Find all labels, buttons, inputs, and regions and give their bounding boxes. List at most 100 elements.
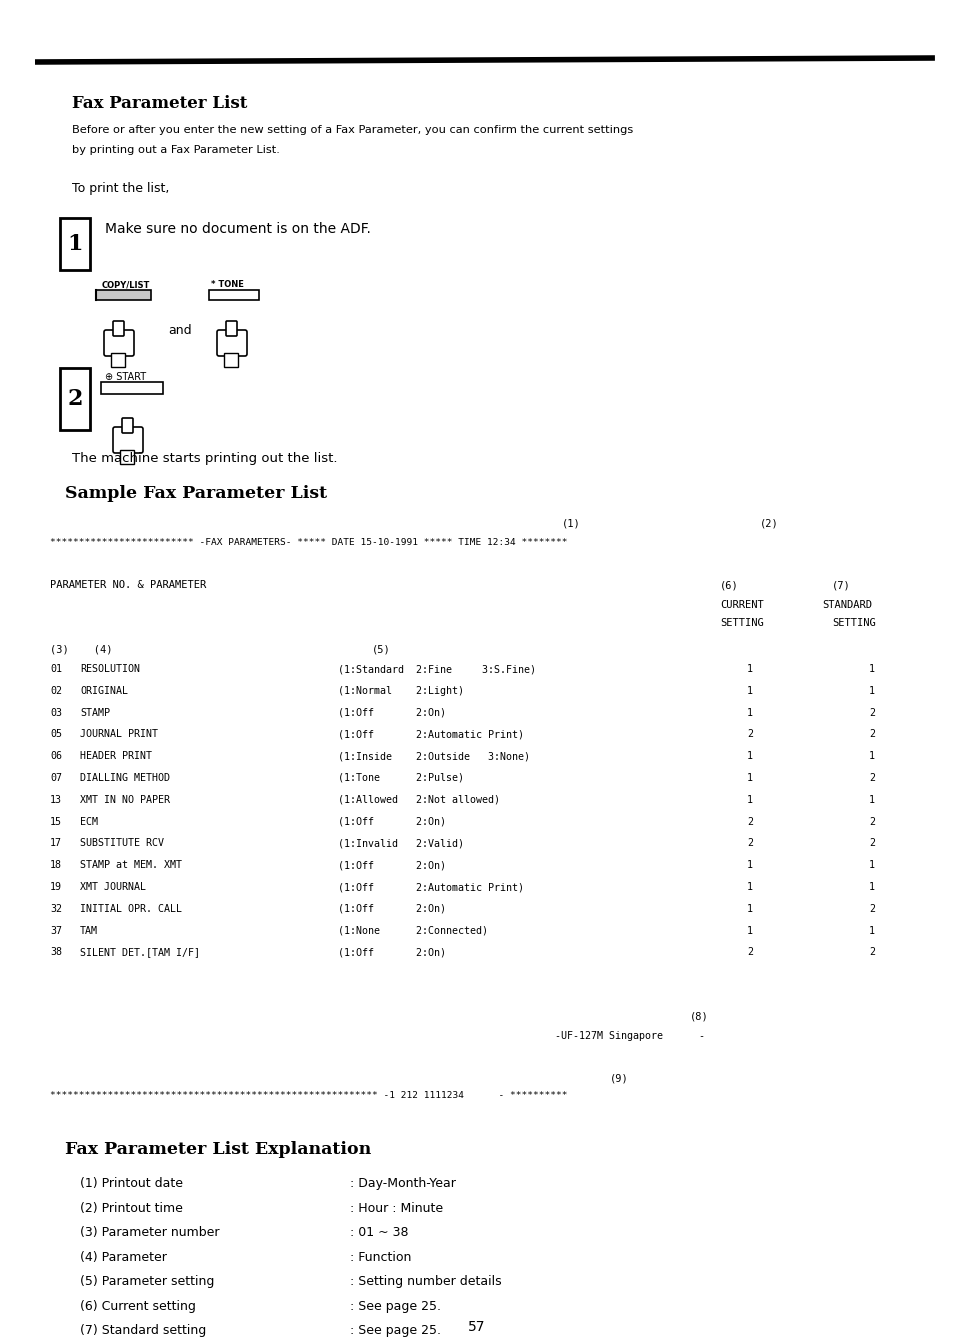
Text: 32: 32 xyxy=(50,903,62,914)
Text: (1:None      2:Connected): (1:None 2:Connected) xyxy=(337,926,488,935)
Bar xyxy=(224,353,237,366)
Text: 1: 1 xyxy=(746,773,752,782)
Text: 1: 1 xyxy=(746,860,752,870)
FancyBboxPatch shape xyxy=(122,417,132,433)
Text: : See page 25.: : See page 25. xyxy=(350,1299,440,1312)
Text: (2): (2) xyxy=(760,518,778,527)
Text: (1:Tone      2:Pulse): (1:Tone 2:Pulse) xyxy=(337,773,463,782)
Text: 03: 03 xyxy=(50,707,62,718)
Text: INITIAL OPR. CALL: INITIAL OPR. CALL xyxy=(80,903,182,914)
Text: (7): (7) xyxy=(831,580,850,590)
Text: 37: 37 xyxy=(50,926,62,935)
Text: 07: 07 xyxy=(50,773,62,782)
Text: (1:Standard  2:Fine     3:S.Fine): (1:Standard 2:Fine 3:S.Fine) xyxy=(337,664,536,674)
Text: Before or after you enter the new setting of a Fax Parameter, you can confirm th: Before or after you enter the new settin… xyxy=(71,125,633,136)
Text: 2: 2 xyxy=(868,947,874,957)
Text: 1: 1 xyxy=(67,234,83,255)
Text: ********************************************************* -1 212 1111234      - : ****************************************… xyxy=(50,1091,567,1100)
Text: * TONE: * TONE xyxy=(211,280,244,289)
Text: JOURNAL PRINT: JOURNAL PRINT xyxy=(80,730,158,739)
Text: ************************* -FAX PARAMETERS- ***** DATE 15-10-1991 ***** TIME 12:3: ************************* -FAX PARAMETER… xyxy=(50,538,567,548)
Text: The machine starts printing out the list.: The machine starts printing out the list… xyxy=(71,452,337,464)
Text: 1: 1 xyxy=(868,860,874,870)
Text: SUBSTITUTE RCV: SUBSTITUTE RCV xyxy=(80,839,164,848)
Text: To print the list,: To print the list, xyxy=(71,183,170,195)
Text: 19: 19 xyxy=(50,882,62,892)
Text: and: and xyxy=(168,323,192,337)
Text: 15: 15 xyxy=(50,816,62,827)
Text: : Function: : Function xyxy=(350,1251,411,1264)
Bar xyxy=(96,290,151,301)
Text: -UF-127M Singapore      -: -UF-127M Singapore - xyxy=(555,1031,704,1041)
Text: 1: 1 xyxy=(868,752,874,761)
Text: (1:Off       2:On): (1:Off 2:On) xyxy=(337,860,446,870)
Text: 05: 05 xyxy=(50,730,62,739)
Text: 17: 17 xyxy=(50,839,62,848)
Text: 06: 06 xyxy=(50,752,62,761)
Text: (1:Allowed   2:Not allowed): (1:Allowed 2:Not allowed) xyxy=(337,794,499,805)
Text: 2: 2 xyxy=(67,388,83,411)
Text: : Day-Month-Year: : Day-Month-Year xyxy=(350,1177,456,1190)
Text: 18: 18 xyxy=(50,860,62,870)
Text: 2: 2 xyxy=(868,707,874,718)
Text: SETTING: SETTING xyxy=(831,619,875,628)
Text: ECM: ECM xyxy=(80,816,98,827)
Text: : Setting number details: : Setting number details xyxy=(350,1275,501,1288)
Text: 1: 1 xyxy=(746,903,752,914)
FancyBboxPatch shape xyxy=(112,427,143,454)
Text: 2: 2 xyxy=(868,816,874,827)
Text: TAM: TAM xyxy=(80,926,98,935)
Text: STAMP at MEM. XMT: STAMP at MEM. XMT xyxy=(80,860,182,870)
Text: 1: 1 xyxy=(868,794,874,805)
Text: (3)    (4): (3) (4) xyxy=(50,644,112,654)
Text: (1): (1) xyxy=(561,518,580,527)
Text: (6) Current setting: (6) Current setting xyxy=(80,1299,195,1312)
Text: (1:Off       2:On): (1:Off 2:On) xyxy=(337,707,446,718)
Text: RESOLUTION: RESOLUTION xyxy=(80,664,140,674)
Text: (4) Parameter: (4) Parameter xyxy=(80,1251,167,1264)
Text: 2: 2 xyxy=(746,839,752,848)
Text: (9): (9) xyxy=(609,1074,628,1083)
Bar xyxy=(60,368,90,429)
Text: 02: 02 xyxy=(50,686,62,695)
Text: 57: 57 xyxy=(468,1321,485,1334)
Text: (1:Off       2:Automatic Print): (1:Off 2:Automatic Print) xyxy=(337,882,523,892)
Text: (5) Parameter setting: (5) Parameter setting xyxy=(80,1275,214,1288)
Text: 2: 2 xyxy=(868,773,874,782)
Text: (1:Inside    2:Outside   3:None): (1:Inside 2:Outside 3:None) xyxy=(337,752,530,761)
Text: (1:Invalid   2:Valid): (1:Invalid 2:Valid) xyxy=(337,839,463,848)
Text: : 01 ~ 38: : 01 ~ 38 xyxy=(350,1227,408,1239)
Text: 1: 1 xyxy=(868,882,874,892)
Text: 2: 2 xyxy=(746,730,752,739)
Text: 2: 2 xyxy=(868,730,874,739)
Text: 1: 1 xyxy=(746,752,752,761)
Text: 1: 1 xyxy=(746,926,752,935)
Text: (7) Standard setting: (7) Standard setting xyxy=(80,1325,206,1337)
Text: (6): (6) xyxy=(720,580,738,590)
Text: 1: 1 xyxy=(746,664,752,674)
Text: (8): (8) xyxy=(689,1012,708,1021)
Text: PARAMETER NO. & PARAMETER: PARAMETER NO. & PARAMETER xyxy=(50,580,206,590)
Text: (1:Off       2:On): (1:Off 2:On) xyxy=(337,947,446,957)
Bar xyxy=(101,382,163,395)
Text: XMT JOURNAL: XMT JOURNAL xyxy=(80,882,146,892)
Text: by printing out a Fax Parameter List.: by printing out a Fax Parameter List. xyxy=(71,145,279,154)
Text: Sample Fax Parameter List: Sample Fax Parameter List xyxy=(65,484,327,502)
FancyBboxPatch shape xyxy=(112,321,124,336)
Text: (1:Off       2:On): (1:Off 2:On) xyxy=(337,903,446,914)
Text: 2: 2 xyxy=(868,839,874,848)
Text: (5): (5) xyxy=(372,644,391,654)
Text: (3) Parameter number: (3) Parameter number xyxy=(80,1227,219,1239)
Text: STAMP: STAMP xyxy=(80,707,110,718)
Text: 38: 38 xyxy=(50,947,62,957)
Text: COPY/LIST: COPY/LIST xyxy=(102,280,151,289)
Text: STANDARD: STANDARD xyxy=(821,600,871,611)
Text: 2: 2 xyxy=(746,947,752,957)
Text: 13: 13 xyxy=(50,794,62,805)
Text: CURRENT: CURRENT xyxy=(720,600,763,611)
Text: DIALLING METHOD: DIALLING METHOD xyxy=(80,773,170,782)
Text: 1: 1 xyxy=(868,686,874,695)
Text: 2: 2 xyxy=(746,816,752,827)
Text: : See page 25.: : See page 25. xyxy=(350,1325,440,1337)
Text: SILENT DET.[TAM I/F]: SILENT DET.[TAM I/F] xyxy=(80,947,200,957)
